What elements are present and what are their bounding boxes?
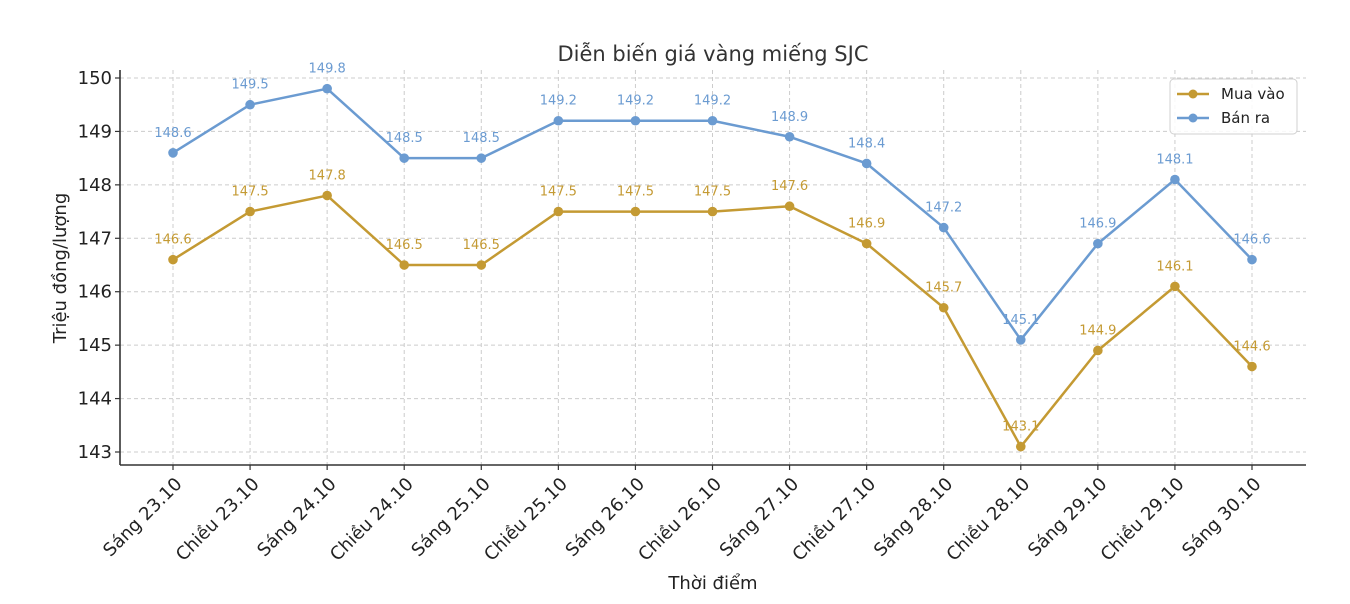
y-tick-label: 150 — [78, 68, 112, 89]
data-label: 148.4 — [848, 136, 885, 151]
legend-label: Bán ra — [1221, 109, 1270, 127]
data-point-marker — [1247, 254, 1257, 265]
data-label: 147.5 — [540, 185, 577, 200]
data-point-marker — [707, 206, 718, 217]
data-point-marker — [322, 83, 332, 94]
data-point-marker — [168, 148, 178, 158]
data-label: 146.5 — [386, 238, 423, 253]
y-tick-label: 147 — [78, 228, 112, 249]
data-point-marker — [245, 99, 255, 110]
data-label: 148.6 — [154, 126, 191, 141]
data-point-marker — [1015, 441, 1026, 452]
legend-item-ban-ra: Bán ra — [1177, 109, 1270, 127]
data-point-marker — [1093, 238, 1103, 249]
data-point-marker — [861, 238, 872, 249]
data-label: 144.6 — [1233, 340, 1270, 355]
chart-title: Diễn biến giá vàng miếng SJC — [557, 41, 868, 66]
data-label: 148.9 — [771, 110, 808, 125]
x-tick-label: Sáng 30.10 — [1178, 474, 1265, 561]
data-point-marker — [245, 206, 255, 217]
data-label: 146.6 — [154, 233, 191, 248]
data-point-marker — [784, 131, 795, 142]
legend-item-mua-vao: Mua vào — [1177, 85, 1285, 103]
data-point-marker — [938, 222, 949, 233]
data-label: 149.2 — [540, 94, 577, 109]
y-tick-label: 143 — [78, 442, 112, 463]
x-tick-label: Chiều 26.10 — [634, 474, 726, 566]
data-point-marker — [399, 153, 410, 163]
series-mua-vao: 146.6 147.5 147.8 146.5 146.5 147.5 147.5 147.5… — [154, 169, 1271, 452]
data-point-marker — [1170, 281, 1180, 292]
data-point-marker — [1015, 335, 1026, 345]
data-point-marker — [784, 201, 795, 212]
data-label: 146.9 — [1079, 217, 1116, 232]
data-point-marker — [1170, 174, 1180, 185]
data-label: 146.6 — [1233, 233, 1270, 248]
data-label: 149.2 — [617, 94, 654, 109]
data-point-marker — [630, 115, 641, 126]
data-label: 147.2 — [925, 201, 962, 216]
data-label: 144.9 — [1079, 323, 1116, 338]
data-point-marker — [1093, 345, 1103, 356]
x-tick-label: Chiều 28.10 — [943, 474, 1035, 566]
legend-marker-icon — [1188, 113, 1198, 123]
data-label: 147.6 — [771, 179, 808, 194]
y-tick-label: 145 — [78, 335, 112, 356]
data-label: 149.8 — [309, 62, 346, 77]
data-label: 143.1 — [1002, 420, 1039, 435]
data-point-marker — [322, 190, 332, 201]
legend-label: Mua vào — [1221, 85, 1285, 103]
data-label: 147.5 — [617, 185, 654, 200]
data-point-marker — [168, 254, 178, 265]
data-label: 148.5 — [463, 131, 500, 146]
x-tick-label: Chiều 23.10 — [172, 474, 264, 566]
data-label: 148.5 — [386, 131, 423, 146]
data-point-marker — [399, 260, 410, 270]
y-tick-label: 148 — [78, 175, 112, 196]
data-label: 148.1 — [1156, 153, 1193, 168]
data-point-marker — [553, 115, 564, 126]
data-label: 146.5 — [463, 238, 500, 253]
data-point-marker — [553, 206, 564, 217]
data-label: 145.7 — [925, 281, 962, 296]
x-tick-label: Chiều 25.10 — [480, 474, 572, 566]
x-tick-label: Chiều 24.10 — [326, 474, 418, 566]
data-point-marker — [476, 260, 487, 270]
data-label: 146.9 — [848, 217, 885, 232]
data-label: 145.1 — [1002, 313, 1039, 328]
legend-marker-icon — [1188, 89, 1198, 99]
y-axis-ticks: 143 144 145 146 147 148 149 150 — [78, 68, 120, 463]
data-label: 149.5 — [231, 78, 268, 93]
data-point-marker — [1247, 361, 1257, 372]
x-tick-label: Chiều 29.10 — [1097, 474, 1189, 566]
data-label: 147.5 — [231, 185, 268, 200]
data-point-marker — [707, 115, 718, 126]
y-tick-label: 144 — [78, 389, 112, 410]
data-label: 147.8 — [309, 169, 346, 184]
series-ban-ra: 148.6 149.5 149.8 148.5 148.5 149.2 149.2 149.2… — [154, 62, 1271, 345]
legend: Mua vào Bán ra — [1169, 78, 1298, 135]
data-point-marker — [938, 302, 949, 313]
data-label: 147.5 — [694, 185, 731, 200]
y-tick-label: 146 — [78, 282, 112, 303]
data-label: 149.2 — [694, 94, 731, 109]
grid — [120, 70, 1306, 465]
data-label: 146.1 — [1156, 259, 1193, 274]
data-point-marker — [861, 158, 872, 169]
series-lines: 146.6 147.5 147.8 146.5 146.5 147.5 147.5 147.5… — [154, 62, 1271, 452]
y-axis-label: Triệu đồng/lượng — [50, 193, 71, 345]
x-tick-label: Chiều 27.10 — [788, 474, 880, 566]
data-point-marker — [476, 153, 487, 163]
y-tick-label: 149 — [78, 121, 112, 142]
x-axis-label: Thời điểm — [667, 573, 757, 594]
data-point-marker — [630, 206, 641, 217]
